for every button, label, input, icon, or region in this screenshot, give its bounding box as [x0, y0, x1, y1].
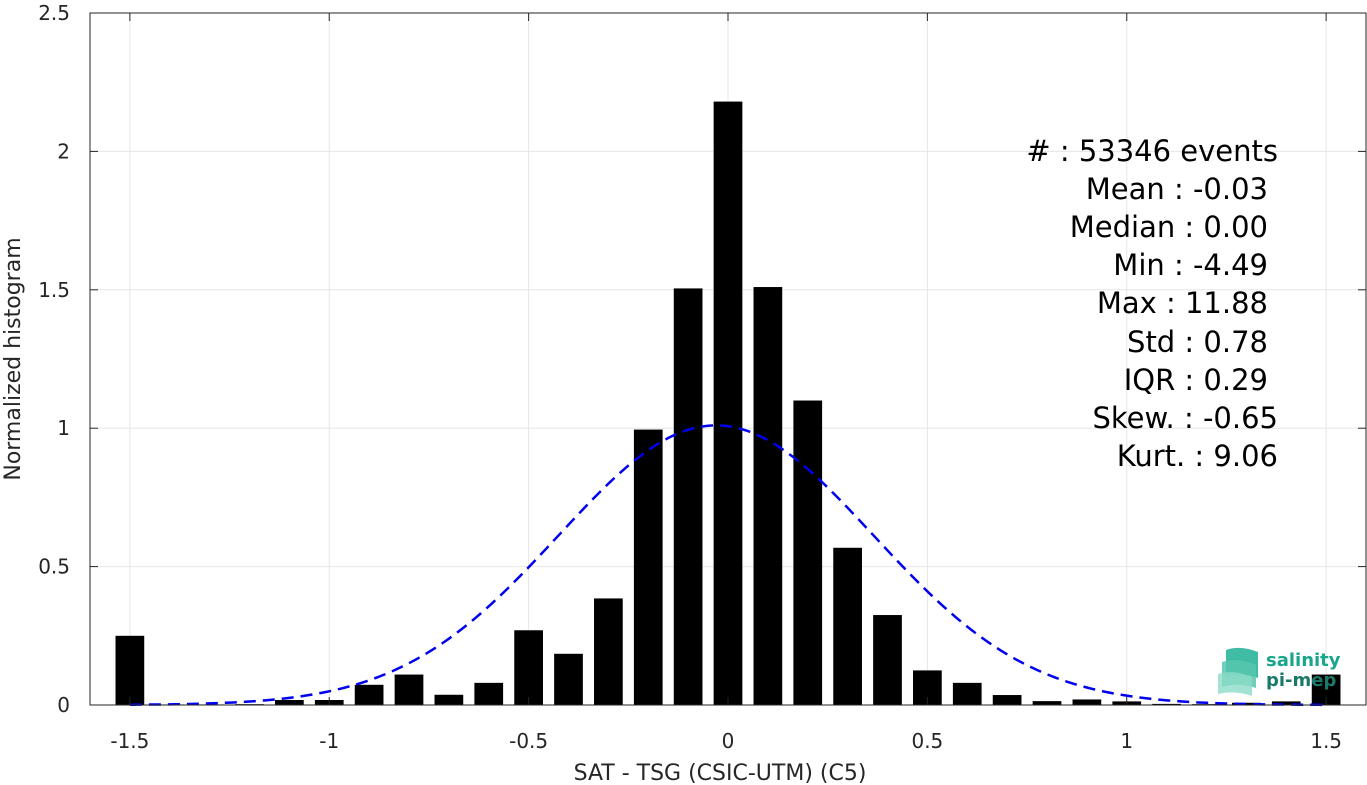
histogram-bar	[115, 635, 145, 705]
x-tick-label: -0.5	[509, 729, 548, 753]
histogram-bar	[275, 700, 304, 705]
stat-kurt: Kurt. : 9.06	[1117, 439, 1278, 473]
logo-waves-icon	[1218, 647, 1258, 696]
salinity-pimep-logo: salinity pi-mep	[1218, 647, 1341, 696]
x-tick-label: 0	[722, 729, 735, 753]
x-axis-label: SAT - TSG (CSIC-UTM) (C5)	[574, 761, 867, 785]
y-axis-label: Normalized histogram	[1, 237, 26, 480]
x-tick-label: -1	[319, 729, 339, 753]
stat-skew: Skew. : -0.65	[1092, 401, 1278, 435]
y-axis-ticks: 0 0.5 1 1.5 2 2.5	[38, 1, 1366, 717]
histogram-bar	[833, 547, 862, 705]
y-tick-label: 0	[57, 693, 70, 717]
logo-text-salinity: salinity	[1266, 650, 1341, 671]
histogram-bar	[952, 682, 982, 705]
stat-iqr: IQR : 0.29	[1124, 363, 1268, 397]
histogram-bar	[1072, 699, 1102, 705]
histogram-bar	[793, 400, 823, 705]
histogram-bar	[514, 630, 543, 705]
stat-mean: Mean : -0.03	[1086, 172, 1268, 206]
stat-std: Std : 0.78	[1127, 325, 1268, 359]
y-tick-label: 0.5	[38, 555, 70, 579]
histogram-bar	[474, 682, 504, 705]
histogram-bar	[992, 695, 1022, 705]
histogram-bar	[1152, 703, 1181, 705]
x-tick-label: 1.5	[1310, 729, 1342, 753]
histogram-bar	[354, 684, 384, 705]
histogram-bar	[753, 287, 783, 705]
histogram-bars	[115, 101, 1341, 706]
y-tick-label: 1	[57, 416, 70, 440]
stat-min: Min : -4.49	[1113, 248, 1268, 282]
histogram-bar	[633, 429, 663, 705]
x-tick-label: -1.5	[110, 729, 149, 753]
stat-max: Max : 11.88	[1097, 286, 1268, 320]
stat-median: Median : 0.00	[1070, 210, 1268, 244]
histogram-bar	[1271, 701, 1301, 705]
logo-text-pimep: pi-mep	[1266, 670, 1336, 691]
histogram-bar	[434, 694, 464, 705]
histogram-bar	[554, 653, 583, 705]
histogram-bar	[594, 598, 623, 705]
histogram-bar	[713, 101, 743, 706]
histogram-bar	[873, 615, 902, 705]
y-tick-label: 2	[57, 139, 70, 163]
statistics-annotation: # : 53346 events Mean : -0.03 Median : 0…	[1026, 134, 1278, 473]
histogram-bar	[1032, 701, 1062, 705]
gaussian-fit-curve	[129, 424, 1327, 707]
x-tick-label: 0.5	[911, 729, 943, 753]
y-tick-label: 2.5	[38, 1, 70, 25]
y-tick-label: 1.5	[38, 278, 70, 302]
x-axis-ticks: -1.5 -1 -0.5 0 0.5 1 1.5	[110, 13, 1342, 753]
x-tick-label: 1	[1120, 729, 1133, 753]
histogram-bar	[394, 674, 424, 705]
stat-events: # : 53346 events	[1026, 134, 1278, 168]
histogram-bar	[673, 288, 703, 705]
histogram-bar	[1232, 702, 1261, 705]
